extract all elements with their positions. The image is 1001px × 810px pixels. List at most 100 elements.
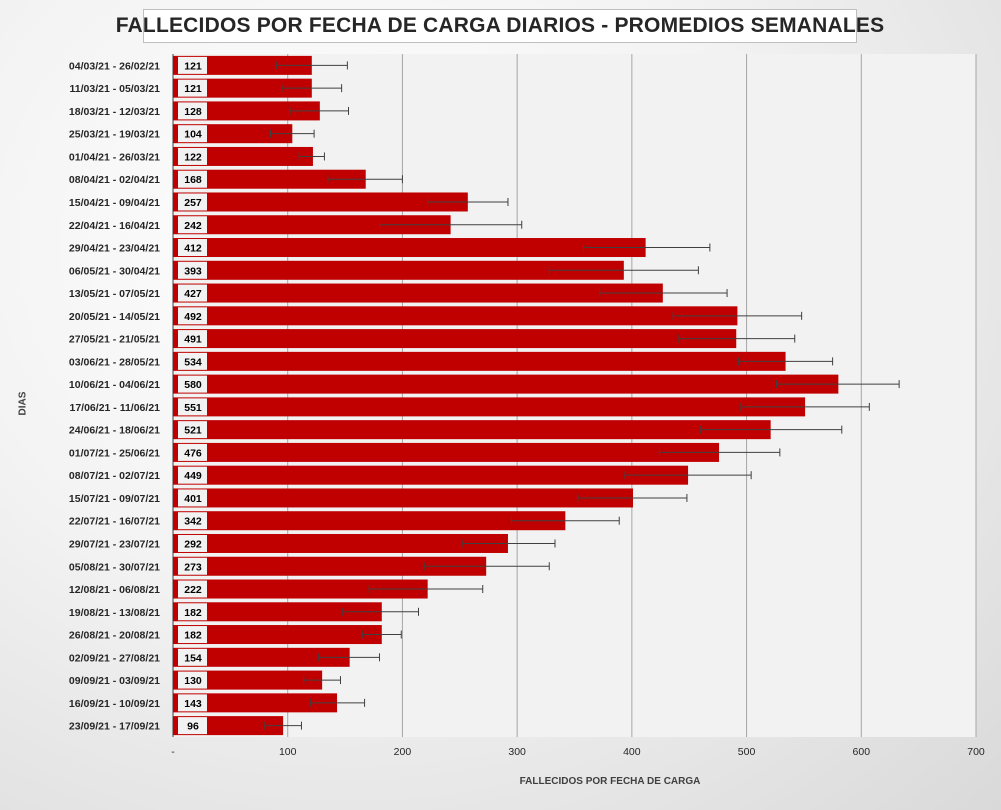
data-label-box [178, 466, 207, 484]
data-label: 121 [184, 83, 202, 95]
data-label-box [178, 216, 207, 234]
x-axis-label: FALLECIDOS POR FECHA DE CARGA [519, 776, 701, 787]
bar [173, 579, 428, 599]
data-label: 96 [187, 721, 199, 733]
data-label: 182 [184, 607, 202, 619]
data-label: 257 [184, 197, 202, 209]
bar [173, 169, 366, 189]
data-label-box [178, 284, 207, 302]
category-label: 13/05/21 - 07/05/21 [69, 288, 160, 300]
data-label-box [178, 56, 207, 74]
category-label: 25/03/21 - 19/03/21 [69, 129, 160, 141]
data-label-box [178, 443, 207, 461]
bar [173, 511, 566, 531]
data-label: 551 [184, 402, 202, 414]
data-label-box [178, 694, 207, 712]
data-label-box [178, 352, 207, 370]
data-label: 580 [184, 379, 202, 391]
data-label-box [178, 512, 207, 530]
data-label-box [178, 671, 207, 689]
data-label: 427 [184, 288, 202, 300]
bar [173, 420, 771, 440]
bar [173, 374, 839, 394]
category-label: 03/06/21 - 28/05/21 [69, 356, 160, 368]
bar [173, 351, 786, 371]
data-label-box [178, 261, 207, 279]
category-label: 16/09/21 - 10/09/21 [69, 698, 160, 710]
category-labels: 04/03/21 - 26/02/21 11/03/21 - 05/03/21 18… [69, 60, 160, 732]
bar [173, 397, 806, 417]
data-label: 393 [184, 265, 202, 277]
data-label-box [178, 170, 207, 188]
data-label: 476 [184, 447, 202, 459]
plot-area [173, 54, 976, 737]
category-label: 08/04/21 - 02/04/21 [69, 174, 160, 186]
data-label-box [178, 330, 207, 348]
x-tick-label: 600 [853, 746, 871, 758]
data-label: 130 [184, 675, 202, 687]
bar [173, 442, 720, 462]
x-tick-label: 200 [394, 746, 412, 758]
category-label: 19/08/21 - 13/08/21 [69, 607, 160, 619]
bar [173, 146, 313, 166]
category-label: 17/06/21 - 11/06/21 [70, 402, 161, 414]
data-label: 222 [184, 584, 202, 596]
category-label: 29/04/21 - 23/04/21 [69, 243, 160, 255]
bar [173, 647, 350, 667]
data-label: 534 [184, 356, 202, 368]
chart-title: FALLECIDOS POR FECHA DE CARGA DIARIOS - … [116, 9, 884, 43]
bar [173, 78, 312, 98]
data-label: 273 [184, 561, 202, 573]
bar [173, 465, 689, 485]
category-label: 05/08/21 - 30/07/21 [69, 561, 160, 573]
data-label-box [178, 534, 207, 552]
data-label-box [178, 421, 207, 439]
category-label: 22/07/21 - 16/07/21 [69, 516, 160, 528]
bar [173, 488, 634, 508]
data-label: 492 [184, 311, 202, 323]
data-label-box [178, 79, 207, 97]
x-tick-label: 400 [623, 746, 641, 758]
data-label-box [178, 603, 207, 621]
category-label: 09/09/21 - 03/09/21 [69, 675, 160, 687]
data-label: 242 [184, 220, 202, 232]
bar [173, 238, 646, 258]
category-label: 04/03/21 - 26/02/21 [69, 60, 160, 72]
bar [173, 602, 382, 622]
bar [173, 693, 338, 713]
category-label: 08/07/21 - 02/07/21 [69, 470, 160, 482]
data-label: 521 [184, 425, 202, 437]
category-label: 24/06/21 - 18/06/21 [69, 425, 160, 437]
data-label: 412 [184, 243, 202, 255]
data-label: 128 [184, 106, 202, 118]
category-label: 15/04/21 - 09/04/21 [69, 197, 160, 209]
data-label-box [178, 239, 207, 257]
x-axis-ticks: - 100 200 300 400 500 600 700 [171, 746, 985, 758]
y-axis-label: DIAS [17, 391, 29, 416]
category-label: 29/07/21 - 23/07/21 [69, 538, 160, 550]
x-tick-label: 100 [279, 746, 297, 758]
grid-lines [172, 54, 977, 737]
category-label: 02/09/21 - 27/08/21 [69, 652, 160, 664]
bar [173, 215, 451, 235]
bar [173, 260, 624, 280]
bar [173, 670, 323, 690]
bar [173, 306, 738, 326]
bar [173, 101, 320, 121]
data-label-box [178, 717, 207, 735]
data-label-box [178, 193, 207, 211]
data-label-box [178, 557, 207, 575]
category-label: 18/03/21 - 12/03/21 [69, 106, 160, 118]
data-label-box [178, 147, 207, 165]
data-label-box [178, 398, 207, 416]
category-label: 01/07/21 - 25/06/21 [69, 447, 160, 459]
data-label: 491 [184, 334, 202, 346]
data-label: 292 [184, 538, 202, 550]
data-label-box [178, 626, 207, 644]
bar [173, 283, 663, 303]
category-label: 26/08/21 - 20/08/21 [69, 630, 160, 642]
category-label: 15/07/21 - 09/07/21 [69, 493, 160, 505]
data-label: 342 [184, 516, 202, 528]
data-label-box [178, 489, 207, 507]
data-label: 122 [184, 151, 202, 163]
